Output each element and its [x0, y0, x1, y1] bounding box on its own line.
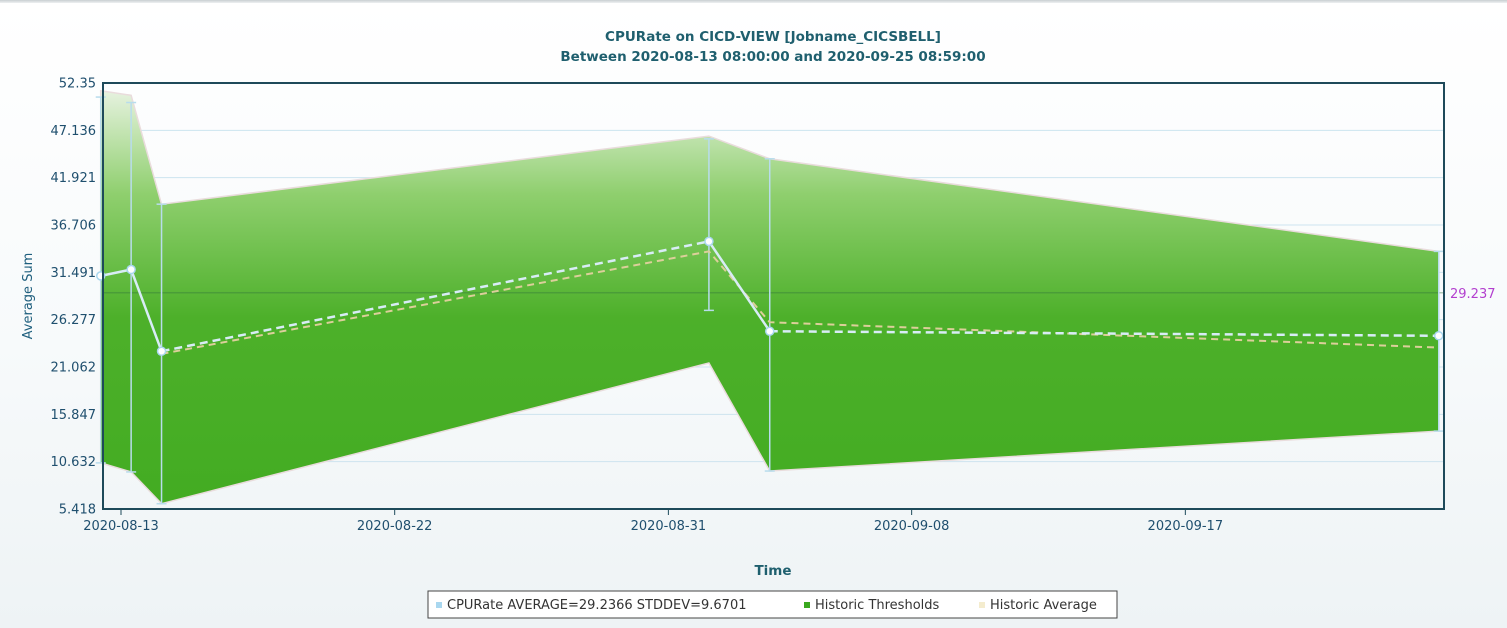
y-tick-label: 10.632 [51, 455, 97, 470]
cpurate-point [126, 264, 136, 275]
cpurate-point [156, 346, 167, 356]
cpurate-point [704, 236, 714, 247]
y-tick-label: 5.418 [59, 503, 96, 518]
legend-item-cpurate[interactable]: CPURate AVERAGE=29.2366 STDDEV=9.6701 [447, 598, 746, 613]
y-tick-label: 41.921 [51, 171, 97, 186]
y-tick-label: 26.277 [51, 313, 97, 328]
y-tick-label: 21.062 [51, 361, 97, 376]
x-tick-label: 2020-09-08 [874, 519, 950, 534]
cpurate-point [764, 326, 775, 337]
y-axis-title: Average Sum [21, 253, 36, 340]
y-tick-label: 15.847 [51, 408, 97, 423]
y-tick-label: 52.35 [59, 77, 96, 92]
legend-box [427, 590, 1118, 619]
y-tick-label: 31.491 [51, 266, 97, 281]
plot-border [102, 82, 1445, 510]
x-axis-ticks: 2020-08-13 2020-08-22 2020-08-31 2020-09-08… [83, 509, 1223, 534]
cpurate-point [1434, 331, 1444, 341]
y-axis-ticks: 52.35 47.136 41.921 36.706 31.491 26.277 21.06… [51, 77, 97, 518]
legend-swatch-thresholds [804, 602, 810, 608]
legend-swatch-cpurate [436, 602, 442, 608]
chart-title: CPURate on CICD-VIEW [Jobname_CICSBELL] [605, 29, 941, 45]
average-value-label: 29.237 [1450, 287, 1496, 302]
cpurate-line-segment [100, 268, 132, 278]
cpurate-line-segment [769, 330, 1439, 338]
legend-swatch-historic-average [979, 602, 985, 608]
x-tick-label: 2020-08-31 [631, 519, 707, 534]
x-tick-label: 2020-09-17 [1148, 519, 1224, 534]
series-points [95, 236, 1444, 356]
x-axis-title: Time [754, 563, 791, 579]
series-lines [100, 240, 1439, 355]
legend-item-thresholds[interactable]: Historic Thresholds [815, 598, 940, 613]
chart-subtitle: Between 2020-08-13 08:00:00 and 2020-09-… [560, 49, 985, 65]
y-tick-label: 47.136 [51, 124, 97, 139]
x-tick-label: 2020-08-22 [357, 519, 433, 534]
legend-item-historic-average[interactable]: Historic Average [990, 598, 1097, 613]
legend: CPURate AVERAGE=29.2366 STDDEV=9.6701 Hi… [427, 590, 1118, 619]
cpurate-line-segment [129, 269, 163, 352]
cpurate-line-segment [707, 240, 771, 332]
x-tick-label: 2020-08-13 [83, 519, 159, 534]
cpurate-line-segment [161, 240, 710, 353]
y-tick-label: 36.706 [51, 219, 97, 234]
top-divider [0, 0, 1507, 3]
